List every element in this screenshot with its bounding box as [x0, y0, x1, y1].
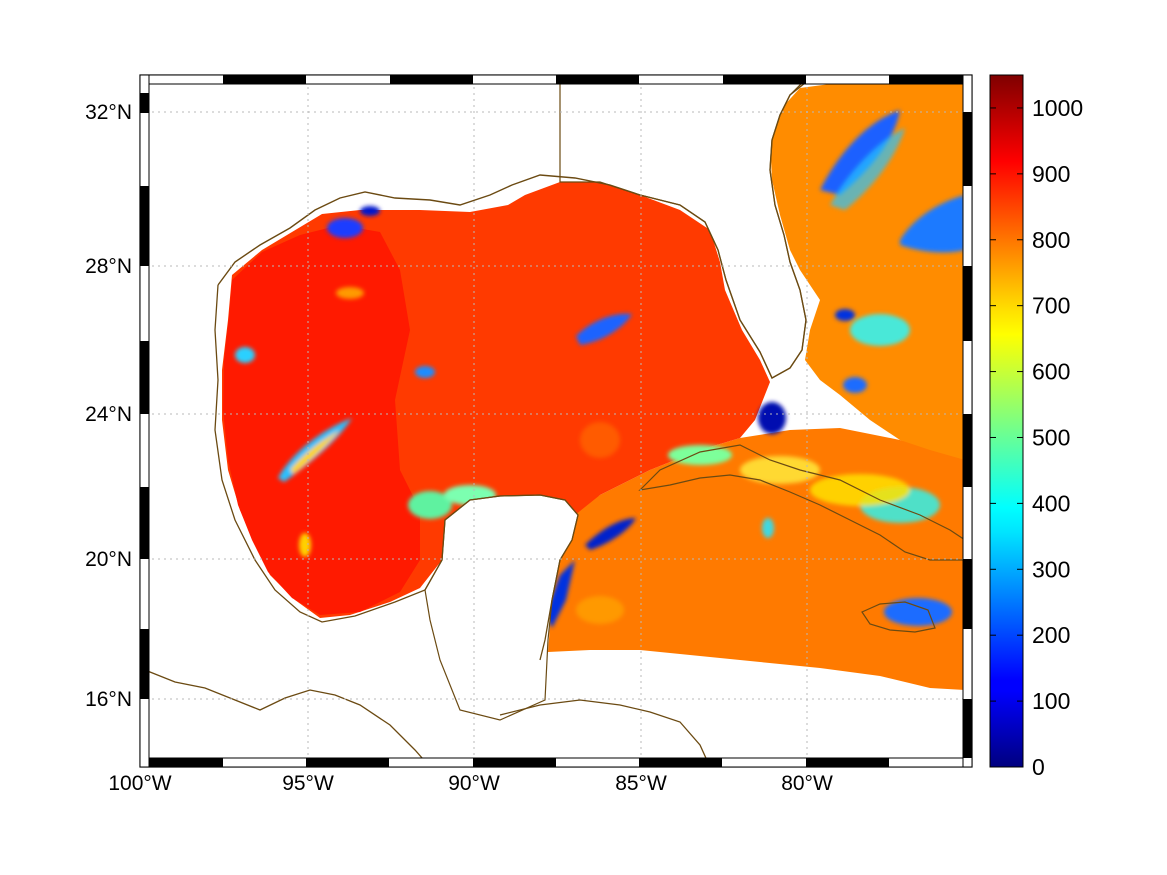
lon-tick-label: 95°W [282, 772, 334, 795]
anomaly-blob [290, 430, 340, 474]
lon-tick-label: 85°W [615, 772, 667, 795]
lat-tick-label: 20°N [85, 548, 132, 571]
anomaly-blob [758, 402, 786, 434]
anomaly-blob [830, 128, 905, 210]
lon-tick-label: 90°W [448, 772, 500, 795]
anomaly-blob [299, 533, 311, 557]
lat-tick-label: 28°N [85, 255, 132, 278]
atlantic-field [770, 84, 965, 460]
anomaly-blob [360, 206, 380, 216]
land-masses [424, 75, 966, 721]
honduras-coast [499, 699, 711, 767]
map-area [140, 75, 972, 767]
lon-tick-label: 100°W [108, 772, 171, 795]
jamaica [861, 601, 936, 633]
anomaly-blob [843, 377, 867, 393]
anomaly-blob [850, 314, 910, 346]
anomaly-blob [668, 445, 732, 465]
colorbar-tick-label: 200 [1032, 622, 1070, 648]
colorbar-tick-label: 800 [1032, 227, 1070, 253]
colorbar-tick-label: 900 [1032, 161, 1070, 187]
anomaly-blob [580, 422, 620, 458]
map-frame [139, 74, 973, 768]
colorbar-tick-label: 0 [1032, 754, 1045, 780]
colorbar-tick-label: 300 [1032, 556, 1070, 582]
lat-tick-label: 16°N [85, 688, 132, 711]
anomaly-blob [762, 518, 774, 538]
anomaly-blob [884, 598, 952, 626]
mexico-coastline [214, 284, 579, 661]
colorbar-tick-label: 1000 [1032, 95, 1083, 121]
anomaly-blob [585, 518, 636, 550]
western-gulf-field [223, 225, 420, 615]
lon-tick-label: 80°W [781, 772, 833, 795]
anomaly-blob [576, 596, 624, 624]
colorbar-tick-label: 500 [1032, 424, 1070, 450]
anomaly-blob [415, 366, 435, 378]
anomaly-blob [327, 218, 363, 238]
gulf-coastline [217, 75, 816, 379]
lon-tick-labels: 100°W 95°W 90°W 85°W 80°W [108, 772, 833, 795]
anomaly-blob [235, 347, 255, 363]
colorbar-gradient [989, 74, 1024, 768]
graticule [140, 75, 972, 767]
data-field [222, 84, 965, 690]
colorbar-tick-label: 400 [1032, 490, 1070, 516]
anomaly-blob [336, 287, 364, 299]
colorbar-tick-label: 700 [1032, 293, 1070, 319]
lat-tick-labels: 32°N 28°N 24°N 20°N 16°N [85, 101, 132, 711]
anomaly-blob [545, 560, 575, 628]
anomaly-blob [835, 309, 855, 321]
anomaly-blob [900, 195, 965, 253]
colorbar-tick-label: 100 [1032, 688, 1070, 714]
central-america-coast [140, 667, 431, 767]
colorbar-tick-label: 600 [1032, 359, 1070, 385]
lat-tick-label: 32°N [85, 101, 132, 124]
anomaly-blob [408, 491, 452, 519]
anomaly-blob [820, 110, 900, 195]
lat-tick-label: 24°N [85, 403, 132, 426]
anomaly-blob [576, 313, 632, 345]
anomaly-blob [740, 456, 820, 484]
